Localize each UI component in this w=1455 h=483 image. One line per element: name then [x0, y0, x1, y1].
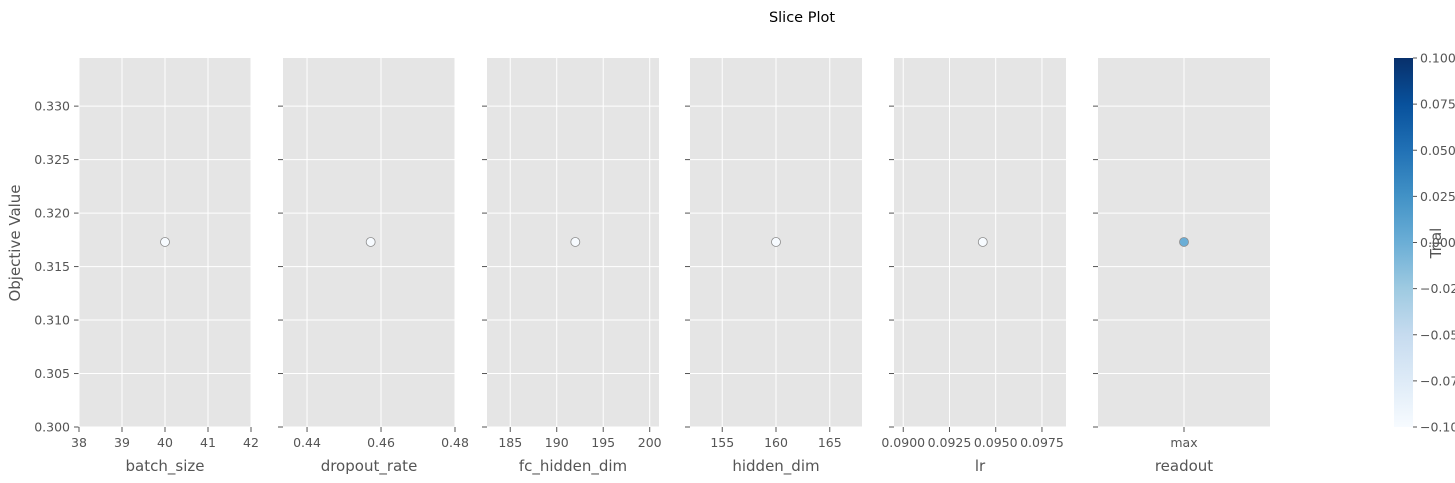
- slice-panel-batch-size: 0.300 0.305 0.310 0.315 0.320 0.325 0.330 38 39 4…: [34, 58, 259, 476]
- data-point: [1179, 237, 1189, 247]
- y-tick-label: 0.325: [34, 152, 70, 167]
- x-tick-label: max: [1170, 435, 1197, 450]
- chart-title: Slice Plot: [769, 10, 835, 26]
- y-tick-label: 0.320: [34, 206, 70, 221]
- colorbar-tick-label: −0.050: [1420, 327, 1455, 342]
- x-tick-label: 0.0900: [881, 435, 925, 450]
- x-axis-label: lr: [975, 457, 986, 475]
- y-tick-label: 0.300: [34, 420, 70, 435]
- data-point: [570, 237, 581, 247]
- y-tick-label: 0.310: [34, 313, 70, 328]
- data-point: [977, 237, 988, 247]
- x-tick-label: 0.0925: [928, 435, 972, 450]
- data-point: [160, 237, 170, 247]
- x-tick-label: 38: [71, 435, 87, 450]
- colorbar-tick-label: −0.100: [1420, 420, 1455, 435]
- data-point: [771, 237, 781, 247]
- x-tick-label: 39: [114, 435, 130, 450]
- colorbar: 0.100 0.075 0.050 0.025 0.000 −0.025 −0.050 −0.…: [1394, 51, 1455, 435]
- colorbar-tick-label: −0.075: [1420, 373, 1455, 388]
- x-tick-label: 200: [638, 435, 662, 450]
- x-tick-label: 0.48: [441, 435, 469, 450]
- slice-panel-readout: max readout: [1093, 58, 1270, 475]
- colorbar-gradient: [1394, 58, 1413, 427]
- colorbar-label: Trial: [1427, 228, 1445, 260]
- x-axis-label: readout: [1155, 457, 1213, 475]
- slice-panel-dropout-rate: 0.44 0.46 0.48 dropout_rate: [278, 58, 469, 476]
- x-tick-label: 185: [498, 435, 522, 450]
- x-tick-label: 0.46: [367, 435, 395, 450]
- x-axis-label: hidden_dim: [732, 457, 819, 476]
- x-tick-label: 160: [764, 435, 788, 450]
- x-tick-label: 0.0950: [974, 435, 1018, 450]
- data-point: [365, 237, 376, 247]
- x-tick-label: 190: [545, 435, 569, 450]
- x-tick-label: 195: [591, 435, 615, 450]
- x-axis-label: dropout_rate: [321, 457, 418, 476]
- x-tick-label: 165: [818, 435, 842, 450]
- x-tick-label: 42: [243, 435, 259, 450]
- y-tick-label: 0.315: [34, 259, 70, 274]
- slice-panels: 0.300 0.305 0.310 0.315 0.320 0.325 0.330 38 39 4…: [34, 58, 1270, 476]
- x-tick-label: 41: [200, 435, 216, 450]
- colorbar-tick-label: 0.000: [1420, 235, 1455, 250]
- y-tick-label: 0.305: [34, 366, 70, 381]
- slice-panel-fc-hidden-dim: 185 190 195 200 fc_hidden_dim: [482, 58, 662, 476]
- colorbar-tick-label: 0.050: [1420, 143, 1455, 158]
- colorbar-tick-label: 0.025: [1420, 189, 1455, 204]
- x-tick-label: 0.0975: [1020, 435, 1064, 450]
- colorbar-tick-label: 0.100: [1420, 51, 1455, 66]
- colorbar-tick-label: 0.075: [1420, 97, 1455, 112]
- slice-panel-lr: 0.0900 0.0925 0.0950 0.0975 lr: [881, 58, 1066, 475]
- y-tick-label: 0.330: [34, 99, 70, 114]
- x-tick-label: 155: [710, 435, 734, 450]
- colorbar-tick-label: −0.025: [1420, 281, 1455, 296]
- x-tick-label: 0.44: [293, 435, 321, 450]
- slice-panel-hidden-dim: 155 160 165 hidden_dim: [685, 58, 862, 476]
- x-axis-label: batch_size: [126, 457, 205, 476]
- x-axis-label: fc_hidden_dim: [519, 457, 627, 476]
- y-axis-label: Objective Value: [6, 184, 24, 301]
- x-tick-label: 40: [157, 435, 173, 450]
